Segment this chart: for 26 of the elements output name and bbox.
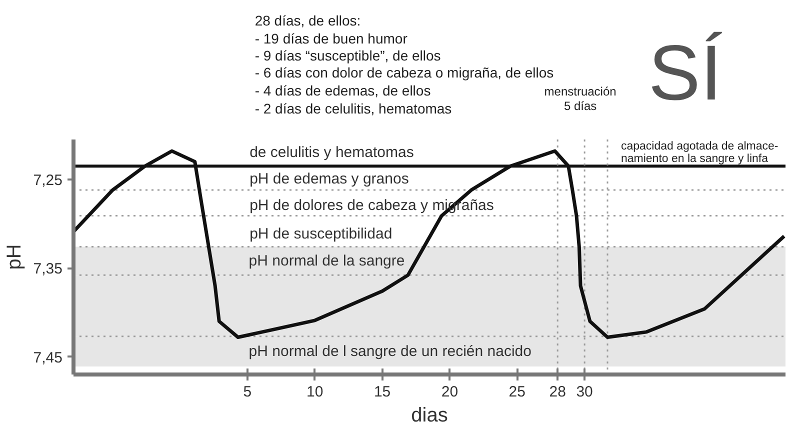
band-label: pH normal de l sangre de un recién nacido xyxy=(248,342,532,360)
annotation: capacidad agotada de almace- namiento en la sangre y linfa xyxy=(620,140,778,166)
x-tick-label: 5 xyxy=(243,384,252,400)
text: - 9 días “susceptible”, de ellos xyxy=(254,48,441,64)
x-tick-label: 20 xyxy=(441,384,458,400)
y-tick-label: 7,25 xyxy=(33,172,63,189)
band-label: pH normal de la sangre xyxy=(248,252,405,270)
x-axis-title: dias xyxy=(411,404,448,426)
annotation: pH de susceptibilidad xyxy=(250,225,392,242)
text: menstruación 5 días xyxy=(544,84,616,114)
text: - 4 días de edemas, de ellos xyxy=(254,82,431,98)
text: - 2 días de celulitis, hematomas xyxy=(254,100,452,116)
text: SÍ xyxy=(648,28,722,116)
x-tick-label: 10 xyxy=(306,384,324,400)
y-tick-label: 7,35 xyxy=(33,260,63,278)
y-tick-label: 7,45 xyxy=(33,349,63,366)
x-tick-label: 15 xyxy=(374,384,391,400)
text: 28 días, de ellos: xyxy=(254,12,361,28)
text: - 6 días con dolor de cabeza o migraña, de ellos xyxy=(254,64,554,80)
x-tick-label: 30 xyxy=(576,384,593,400)
annotation: de celulitis y hematomas xyxy=(250,144,414,162)
annotation: pH de edemas y granos xyxy=(250,170,409,188)
x-tick-label: 28 xyxy=(549,384,566,400)
x-tick-label: 25 xyxy=(508,384,526,400)
text: - 19 días de buen humor xyxy=(254,30,408,46)
y-axis-title: pH xyxy=(3,244,26,270)
